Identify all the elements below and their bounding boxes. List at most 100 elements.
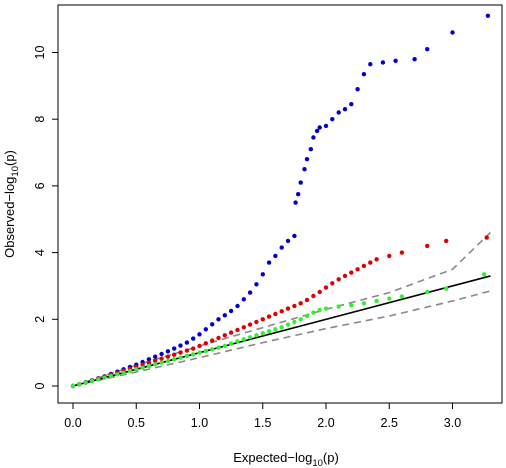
data-point bbox=[374, 298, 379, 304]
data-point bbox=[317, 307, 322, 313]
data-point bbox=[273, 311, 278, 317]
data-point bbox=[361, 72, 367, 77]
data-point bbox=[273, 253, 278, 259]
data-point bbox=[247, 335, 253, 340]
data-point bbox=[361, 301, 367, 306]
data-point bbox=[349, 270, 354, 275]
data-point bbox=[172, 357, 177, 362]
data-point bbox=[197, 350, 202, 355]
data-point bbox=[153, 358, 158, 363]
data-point bbox=[279, 325, 284, 330]
x-axis-title-main: Expected bbox=[233, 450, 287, 465]
data-point bbox=[77, 382, 82, 387]
data-point bbox=[260, 272, 265, 277]
data-point bbox=[481, 272, 487, 277]
data-point bbox=[342, 273, 348, 279]
data-point bbox=[349, 303, 354, 308]
data-point bbox=[304, 297, 310, 303]
data-point bbox=[330, 117, 335, 122]
data-point bbox=[349, 102, 354, 107]
plot-frame bbox=[57, 4, 503, 404]
data-point bbox=[146, 357, 152, 362]
y-axis: 0 2 4 6 8 10 bbox=[33, 46, 59, 389]
x-tick-label: 3.0 bbox=[444, 416, 461, 430]
y-axis-title: Observed−log10(p) bbox=[2, 150, 21, 258]
data-point bbox=[425, 47, 430, 52]
data-point bbox=[121, 370, 126, 375]
y-axis-title-subscript: 10 bbox=[10, 166, 21, 177]
data-point bbox=[298, 180, 303, 185]
data-point bbox=[450, 30, 455, 35]
data-point bbox=[172, 346, 177, 351]
data-point bbox=[342, 107, 348, 112]
data-point bbox=[279, 245, 284, 250]
data-point bbox=[304, 313, 310, 319]
data-point bbox=[210, 347, 215, 352]
data-point bbox=[296, 192, 301, 197]
y-tick-label: 0 bbox=[33, 382, 47, 389]
data-point bbox=[361, 263, 367, 269]
y-axis-title-main: Observed bbox=[2, 202, 17, 258]
data-point bbox=[317, 289, 322, 295]
data-point bbox=[484, 235, 489, 240]
data-point bbox=[380, 60, 386, 65]
data-point bbox=[222, 343, 227, 349]
data-point bbox=[184, 353, 190, 359]
data-points bbox=[70, 13, 491, 389]
data-point bbox=[273, 327, 278, 332]
x-axis-title-subscript: 10 bbox=[312, 458, 323, 468]
data-point bbox=[444, 238, 449, 244]
series-2 bbox=[70, 272, 487, 389]
data-point bbox=[317, 125, 322, 130]
data-point bbox=[153, 354, 158, 359]
x-axis-title-arg: (p) bbox=[323, 450, 339, 465]
data-point bbox=[70, 383, 76, 389]
data-point bbox=[285, 306, 291, 311]
data-point bbox=[393, 58, 398, 63]
data-point bbox=[210, 322, 215, 327]
data-point bbox=[336, 304, 341, 309]
data-point bbox=[292, 319, 297, 325]
data-point bbox=[235, 339, 240, 344]
data-point bbox=[304, 157, 310, 162]
x-tick-label: 0.0 bbox=[64, 416, 81, 430]
data-point bbox=[203, 341, 208, 346]
data-point bbox=[203, 327, 208, 332]
data-point bbox=[425, 289, 430, 295]
data-point bbox=[247, 290, 253, 295]
y-tick-label: 10 bbox=[33, 46, 47, 60]
y-axis-title-log: log bbox=[2, 177, 17, 194]
data-point bbox=[191, 336, 196, 341]
data-point bbox=[399, 250, 405, 255]
data-point bbox=[336, 110, 341, 115]
data-point bbox=[279, 309, 284, 314]
data-point bbox=[153, 362, 158, 367]
data-point bbox=[228, 330, 234, 335]
data-point bbox=[165, 354, 171, 359]
data-point bbox=[336, 277, 341, 282]
data-point bbox=[96, 377, 101, 382]
data-point bbox=[134, 367, 139, 372]
data-point bbox=[485, 13, 491, 18]
data-point bbox=[298, 317, 303, 322]
data-point bbox=[330, 281, 335, 286]
data-point bbox=[247, 322, 253, 327]
data-point bbox=[254, 282, 259, 287]
data-point bbox=[159, 360, 164, 365]
x-axis-title-log: log bbox=[295, 450, 312, 465]
data-point bbox=[368, 61, 373, 67]
data-point bbox=[216, 335, 221, 341]
data-point bbox=[355, 267, 360, 272]
data-point bbox=[285, 322, 291, 327]
y-axis-title-minus: − bbox=[2, 194, 17, 202]
x-axis: 0.0 0.5 1.0 1.5 2.0 2.5 3.0 bbox=[64, 402, 461, 430]
data-point bbox=[210, 338, 215, 343]
data-point bbox=[191, 352, 196, 357]
data-point bbox=[191, 346, 196, 351]
data-point bbox=[355, 87, 360, 92]
data-point bbox=[197, 332, 202, 337]
data-point bbox=[146, 360, 152, 365]
data-point bbox=[293, 200, 298, 205]
data-point bbox=[159, 351, 164, 357]
series-1 bbox=[70, 235, 489, 389]
